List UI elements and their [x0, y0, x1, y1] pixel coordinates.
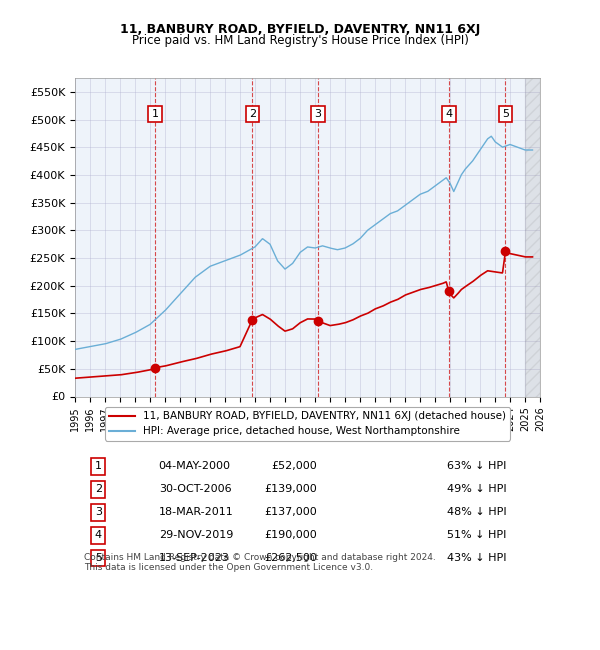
Text: 04-MAY-2000: 04-MAY-2000 — [158, 462, 230, 471]
Text: 48% ↓ HPI: 48% ↓ HPI — [447, 507, 506, 517]
Text: £137,000: £137,000 — [264, 507, 317, 517]
Bar — [525, 78, 540, 396]
Text: 5: 5 — [502, 109, 509, 119]
Text: 63% ↓ HPI: 63% ↓ HPI — [447, 462, 506, 471]
Text: 1: 1 — [95, 462, 102, 471]
Text: 49% ↓ HPI: 49% ↓ HPI — [447, 484, 506, 494]
Text: £52,000: £52,000 — [271, 462, 317, 471]
Text: 5: 5 — [95, 553, 102, 563]
Text: 13-SEP-2023: 13-SEP-2023 — [158, 553, 230, 563]
Text: 2: 2 — [95, 484, 102, 494]
Text: 3: 3 — [314, 109, 322, 119]
Text: Contains HM Land Registry data © Crown copyright and database right 2024.
This d: Contains HM Land Registry data © Crown c… — [84, 552, 436, 572]
Text: 51% ↓ HPI: 51% ↓ HPI — [447, 530, 506, 540]
Text: 2: 2 — [249, 109, 256, 119]
Legend: 11, BANBURY ROAD, BYFIELD, DAVENTRY, NN11 6XJ (detached house), HPI: Average pri: 11, BANBURY ROAD, BYFIELD, DAVENTRY, NN1… — [104, 407, 511, 441]
Text: 4: 4 — [95, 530, 102, 540]
Text: 1: 1 — [152, 109, 158, 119]
Text: 4: 4 — [445, 109, 452, 119]
Text: £190,000: £190,000 — [264, 530, 317, 540]
Text: 18-MAR-2011: 18-MAR-2011 — [158, 507, 233, 517]
Text: 3: 3 — [95, 507, 102, 517]
Text: 30-OCT-2006: 30-OCT-2006 — [158, 484, 232, 494]
Text: £262,500: £262,500 — [264, 553, 317, 563]
Text: 29-NOV-2019: 29-NOV-2019 — [158, 530, 233, 540]
Text: 43% ↓ HPI: 43% ↓ HPI — [447, 553, 506, 563]
Text: 11, BANBURY ROAD, BYFIELD, DAVENTRY, NN11 6XJ: 11, BANBURY ROAD, BYFIELD, DAVENTRY, NN1… — [120, 23, 480, 36]
Text: £139,000: £139,000 — [264, 484, 317, 494]
Text: Price paid vs. HM Land Registry's House Price Index (HPI): Price paid vs. HM Land Registry's House … — [131, 34, 469, 47]
